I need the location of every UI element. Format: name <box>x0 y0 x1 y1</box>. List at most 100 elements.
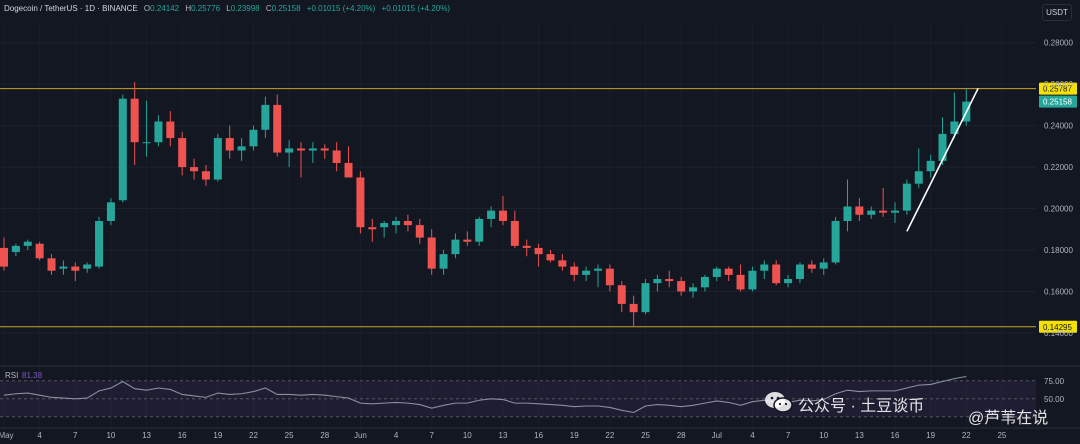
time-tick-label: 10 <box>819 431 828 440</box>
candle-up <box>784 279 793 284</box>
change-value: +0.01015 (+4.20%) <box>306 4 376 13</box>
candle-down <box>855 206 864 215</box>
currency-button[interactable]: USDT <box>1042 4 1072 21</box>
candle-up <box>914 171 923 184</box>
candle-up <box>83 264 92 269</box>
time-tick-label: 4 <box>394 431 399 440</box>
time-tick-label: 7 <box>429 431 434 440</box>
candle-up <box>700 276 709 288</box>
candle-up <box>154 121 163 143</box>
candle-down <box>47 258 56 271</box>
candle-up <box>308 148 317 151</box>
candle-down <box>344 162 353 178</box>
candle-up <box>653 279 662 284</box>
candle-up <box>926 160 935 172</box>
price-tick-label: 0.24000 <box>1044 122 1073 131</box>
price-tick-label: 0.20000 <box>1044 205 1073 214</box>
time-tick-label: 10 <box>463 431 472 440</box>
time-tick-label: 13 <box>855 431 864 440</box>
candle-up <box>641 283 650 313</box>
watermark-author: @芦苇在说 <box>968 410 1049 427</box>
candle-up <box>380 223 389 228</box>
candle-up <box>938 133 947 161</box>
symbol-header: Dogecoin / TetherUS · 1D · BINANCE O0.24… <box>4 4 450 13</box>
candle-down <box>463 239 472 242</box>
candle-down <box>71 266 80 271</box>
price-tick-label: 0.16000 <box>1044 287 1073 296</box>
candle-down <box>0 247 8 267</box>
candle-down <box>190 167 199 172</box>
price-tick-label: 0.28000 <box>1044 39 1073 48</box>
time-tick-label: 25 <box>641 431 650 440</box>
time-tick-label: 28 <box>320 431 329 440</box>
candle-down <box>677 281 686 292</box>
candle-up <box>59 266 68 269</box>
candle-down <box>273 104 282 153</box>
candle-up <box>249 129 258 147</box>
candle-down <box>629 303 638 313</box>
candle-up <box>867 210 876 215</box>
candle-up <box>392 220 401 226</box>
rsi-value: 81.38 <box>22 371 43 380</box>
candle-down <box>201 171 210 180</box>
close-label: C <box>265 4 272 13</box>
candle-down <box>320 148 329 151</box>
candle-up <box>451 239 460 255</box>
candle-up <box>95 220 104 267</box>
trend-line[interactable] <box>906 87 979 232</box>
low-label: L <box>226 4 231 13</box>
candle-up <box>118 98 127 201</box>
candle-down <box>178 138 187 168</box>
time-tick-label: 22 <box>249 431 258 440</box>
candle-down <box>807 264 816 269</box>
candle-up <box>285 148 294 153</box>
time-tick-label: 7 <box>786 431 791 440</box>
candle-up <box>748 270 757 290</box>
candle-up <box>475 218 484 242</box>
candle-up <box>594 268 602 271</box>
time-tick-label: 22 <box>962 431 971 440</box>
horizontal-levels[interactable]: 0.25787 0.14295 0.25158 <box>0 82 1077 333</box>
candle-down <box>605 268 614 286</box>
level-label-bg <box>1039 320 1077 333</box>
candle-up <box>237 146 246 151</box>
wechat-icon <box>765 392 793 413</box>
candle-up <box>902 183 911 211</box>
level-label: 0.25787 <box>1043 85 1072 94</box>
symbol-name[interactable]: Dogecoin / TetherUS · 1D · BINANCE <box>4 4 138 13</box>
close-value: 0.25158 <box>271 4 301 13</box>
rsi-level-label: 75.00 <box>1044 377 1065 386</box>
trend-line-segment <box>906 87 979 232</box>
open-label: O <box>143 4 151 13</box>
candle-up <box>23 241 32 246</box>
level-label-bg <box>1039 82 1077 95</box>
time-tick-label: 4 <box>750 431 755 440</box>
time-tick-label: May <box>0 431 14 440</box>
candle-down <box>546 254 555 261</box>
time-tick-label: 19 <box>213 431 222 440</box>
price-tick-label: 0.26000 <box>1044 80 1073 89</box>
candle-up <box>487 210 496 219</box>
candle-up <box>795 264 804 280</box>
low-value: 0.23998 <box>230 4 260 13</box>
level-label: 0.14295 <box>1043 323 1072 332</box>
candle-down <box>225 138 234 151</box>
candle-down <box>570 266 579 275</box>
last-price-label-bg <box>1039 95 1077 108</box>
candles[interactable] <box>0 82 971 327</box>
price-tick-label: 0.18000 <box>1044 246 1073 255</box>
candle-up <box>213 138 222 180</box>
change-value-secondary: +0.01015 (+4.20%) <box>381 4 451 13</box>
time-tick-label: 13 <box>499 431 508 440</box>
candle-down <box>558 260 567 267</box>
candle-down <box>356 177 365 228</box>
price-tick-label: 0.22000 <box>1044 163 1073 172</box>
candle-down <box>772 264 781 284</box>
time-axis: May 4 7 10 13 16 19 22 25 28 Jun 4 7 10 13 16 19 22 25 28 Ju… <box>0 427 1080 440</box>
candle-down <box>665 279 674 282</box>
candle-down <box>368 227 377 230</box>
candle-up <box>760 264 769 271</box>
time-tick-label: Jun <box>354 431 367 440</box>
time-tick-label: 28 <box>677 431 686 440</box>
